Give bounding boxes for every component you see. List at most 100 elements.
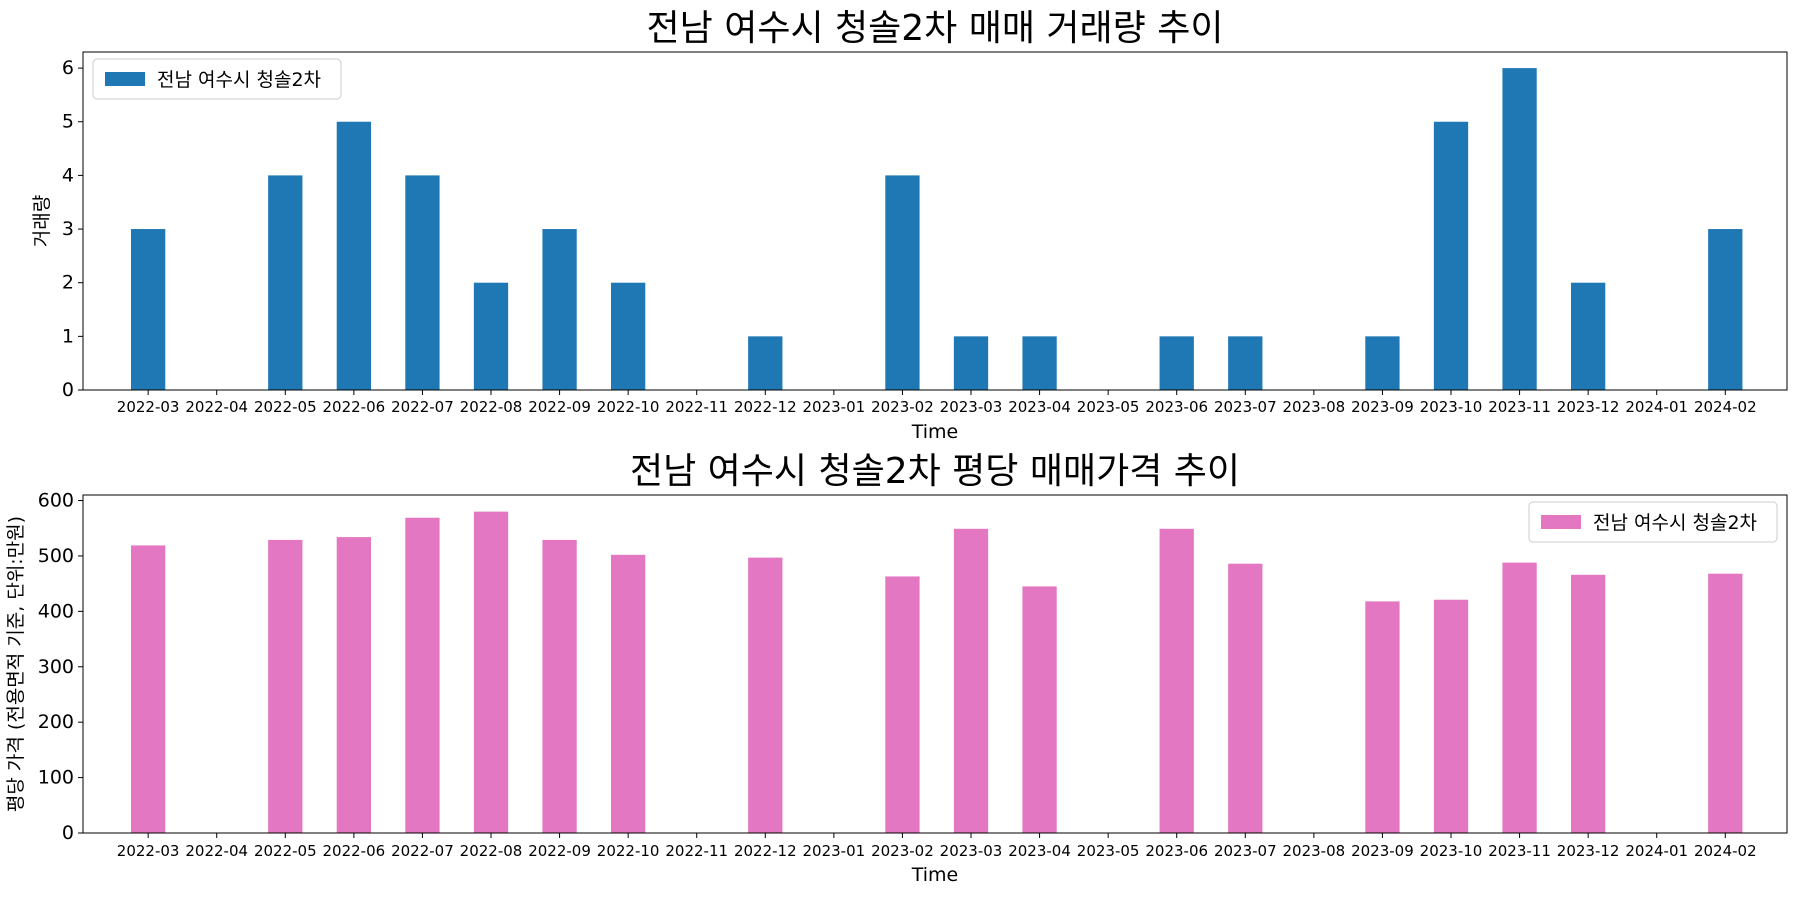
x-tick-label: 2023-02 <box>871 842 934 860</box>
bar-2023-04 <box>1022 336 1057 390</box>
y-tick-label: 1 <box>62 325 74 347</box>
y-tick-label: 3 <box>62 218 74 240</box>
legend: 전남 여수시 청솔2차 <box>92 58 342 100</box>
legend-swatch <box>105 72 145 86</box>
x-tick-label: 2022-08 <box>460 398 523 416</box>
plot-frame <box>82 51 1788 391</box>
x-tick-label: 2023-07 <box>1214 842 1277 860</box>
bar-2023-04 <box>1022 586 1057 833</box>
bar-2022-03 <box>131 229 166 390</box>
x-tick-label: 2024-02 <box>1694 398 1757 416</box>
x-tick-label: 2022-12 <box>734 398 797 416</box>
x-tick-label: 2022-04 <box>185 398 248 416</box>
bar-2022-06 <box>336 537 371 833</box>
y-tick-label: 200 <box>38 711 74 733</box>
x-tick-label: 2023-05 <box>1077 842 1140 860</box>
x-tick-label: 2022-12 <box>734 842 797 860</box>
legend-swatch <box>1541 515 1581 529</box>
x-tick-label: 2023-12 <box>1557 398 1620 416</box>
x-tick-label: 2023-10 <box>1420 842 1483 860</box>
x-tick-label: 2022-08 <box>460 842 523 860</box>
y-tick-label: 600 <box>38 490 74 512</box>
y-tick-label: 2 <box>62 272 74 294</box>
bar-2022-05 <box>268 175 303 390</box>
bar-2023-07 <box>1228 563 1263 833</box>
x-tick-label: 2023-11 <box>1488 842 1551 860</box>
y-tick-label: 4 <box>62 164 74 186</box>
legend-box <box>92 58 342 100</box>
bar-2023-11 <box>1502 68 1537 390</box>
legend-box <box>1528 501 1778 543</box>
bar-2023-10 <box>1433 599 1469 833</box>
chart-title: 전남 여수시 청솔2차 매매 거래량 추이 <box>647 8 1224 49</box>
x-tick-label: 2023-01 <box>803 842 866 860</box>
bar-2022-08 <box>473 282 509 390</box>
bar-2023-02 <box>885 175 920 390</box>
y-tick-label: 300 <box>38 656 74 678</box>
x-tick-label: 2023-10 <box>1420 398 1483 416</box>
y-axis-label: 거래량 <box>31 195 53 247</box>
x-tick-label: 2024-01 <box>1625 398 1688 416</box>
price-chart: 전남 여수시 청솔2차 평당 매매가격 추이 2022-03 2022-04 2022… <box>5 451 1788 886</box>
bar-2022-12 <box>748 557 783 833</box>
x-tick-label: 2022-10 <box>597 842 660 860</box>
bar-2023-03 <box>953 336 989 390</box>
legend: 전남 여수시 청솔2차 <box>1528 501 1778 543</box>
bar-2022-07 <box>405 175 440 390</box>
x-tick-label: 2022-10 <box>597 398 660 416</box>
bar-2022-05 <box>268 539 303 833</box>
y-tick-label: 0 <box>62 379 74 401</box>
y-tick-label: 5 <box>62 111 74 133</box>
x-tick-label: 2023-08 <box>1283 398 1346 416</box>
x-tick-label: 2023-03 <box>940 398 1003 416</box>
x-tick-label: 2023-11 <box>1488 398 1551 416</box>
plot-frame <box>82 494 1788 834</box>
bar-2022-07 <box>405 517 440 833</box>
x-tick-label: 2023-08 <box>1283 842 1346 860</box>
x-axis-label: Time <box>911 421 959 443</box>
x-tick-label: 2023-09 <box>1351 842 1414 860</box>
bar-2022-09 <box>542 539 577 833</box>
bar-2023-06 <box>1159 528 1194 833</box>
x-tick-label: 2022-05 <box>254 842 317 860</box>
x-tick-label: 2023-01 <box>803 398 866 416</box>
y-tick-label: 400 <box>38 600 74 622</box>
bar-2023-07 <box>1228 336 1263 390</box>
y-tick-label: 500 <box>38 545 74 567</box>
x-tick-label: 2022-06 <box>323 842 386 860</box>
x-tick-label: 2023-02 <box>871 398 934 416</box>
bar-2023-03 <box>953 528 989 833</box>
x-tick-label: 2023-03 <box>940 842 1003 860</box>
bar-2023-09 <box>1365 336 1400 390</box>
y-axis-label: 평당 가격 (전용면적 기준, 단위:만원) <box>5 516 27 812</box>
bar-2023-06 <box>1159 336 1194 390</box>
x-tick-label: 2022-11 <box>665 842 728 860</box>
x-tick-label: 2022-07 <box>391 842 454 860</box>
bar-2022-08 <box>473 511 509 833</box>
bar-2022-10 <box>611 554 646 833</box>
x-tick-label: 2022-06 <box>323 398 386 416</box>
y-tick-label: 100 <box>38 767 74 789</box>
x-tick-label: 2022-04 <box>185 842 248 860</box>
x-tick-label: 2023-06 <box>1145 842 1208 860</box>
bar-2022-03 <box>131 545 166 833</box>
x-tick-label: 2022-11 <box>665 398 728 416</box>
bar-2023-12 <box>1571 282 1606 390</box>
x-tick-label: 2022-09 <box>528 842 591 860</box>
x-tick-label: 2022-03 <box>117 398 180 416</box>
x-tick-label: 2024-02 <box>1694 842 1757 860</box>
bar-2024-02 <box>1708 229 1743 390</box>
legend-label: 전남 여수시 청솔2차 <box>1593 512 1757 534</box>
x-tick-label: 2022-05 <box>254 398 317 416</box>
y-tick-label: 6 <box>62 57 74 79</box>
bar-2023-11 <box>1502 562 1537 833</box>
x-tick-label: 2023-07 <box>1214 398 1277 416</box>
x-tick-label: 2022-03 <box>117 842 180 860</box>
bar-2023-12 <box>1571 574 1606 833</box>
volume-chart: 전남 여수시 청솔2차 매매 거래량 추이 2022-03 2022-04 2022-… <box>31 8 1788 443</box>
x-tick-label: 2023-06 <box>1145 398 1208 416</box>
x-tick-label: 2022-07 <box>391 398 454 416</box>
bar-2022-12 <box>748 336 783 390</box>
x-tick-label: 2023-05 <box>1077 398 1140 416</box>
